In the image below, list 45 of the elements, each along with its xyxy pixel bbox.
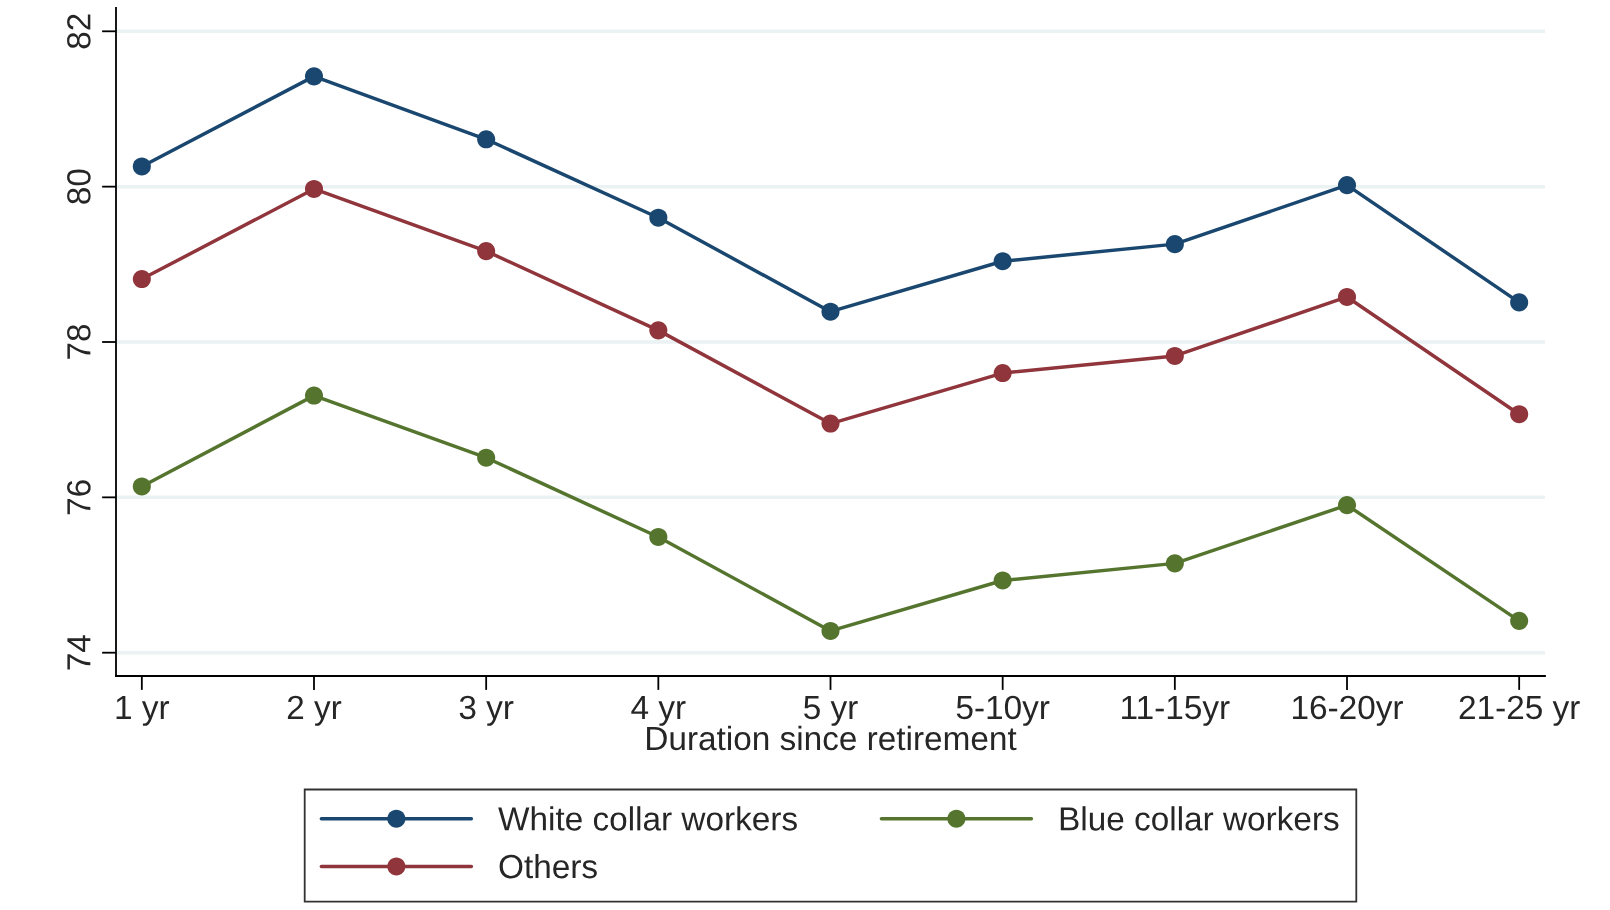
- x-tick-label: 11-15yr: [1122, 695, 1230, 726]
- point: [132, 157, 151, 176]
- legend-label: Blue collar workers: [1060, 806, 1339, 831]
- point: [1510, 293, 1529, 312]
- point: [304, 67, 324, 86]
- point: [821, 414, 840, 433]
- x-tick-label: 3 yr: [459, 695, 514, 726]
- x-tick-label: 2 yr: [287, 695, 342, 726]
- point: [649, 208, 668, 227]
- point: [132, 477, 151, 496]
- point: [993, 252, 1012, 271]
- y-tick-label: 80: [67, 169, 91, 204]
- x-tick-label: 21-25 yr: [1459, 695, 1580, 726]
- x-tick-label: 1 yr: [116, 695, 170, 726]
- x-tick-label: 16-20yr: [1293, 695, 1403, 726]
- point: [649, 527, 668, 546]
- x-tick-label: 5-10yr: [956, 695, 1050, 726]
- y-tick-label: 78: [67, 324, 91, 359]
- point: [993, 571, 1012, 590]
- point: [1337, 287, 1357, 306]
- point: [1165, 346, 1184, 366]
- point: [993, 364, 1012, 383]
- y-tick-label: 82: [67, 14, 91, 49]
- y-tick-label: 76: [67, 480, 91, 515]
- point: [477, 242, 496, 261]
- point: [1337, 496, 1357, 515]
- point: [1337, 176, 1357, 195]
- x-axis-title: Duration since retirement: [647, 725, 1017, 751]
- point: [304, 179, 324, 199]
- legend-label: Others: [499, 853, 597, 879]
- x-tick-label: 5 yr: [804, 695, 858, 726]
- point: [821, 302, 840, 321]
- point: [132, 270, 151, 289]
- point: [1165, 554, 1184, 573]
- y-tick-label: 74: [67, 635, 91, 670]
- point: [649, 321, 668, 340]
- point: [477, 448, 496, 467]
- point: [477, 130, 496, 149]
- point: [304, 386, 324, 405]
- legend-label: White collar workers: [498, 806, 797, 831]
- point: [821, 621, 840, 640]
- point: [1165, 235, 1184, 254]
- point: [1510, 611, 1529, 630]
- x-tick-label: 4 yr: [631, 695, 686, 726]
- point: [1510, 405, 1529, 424]
